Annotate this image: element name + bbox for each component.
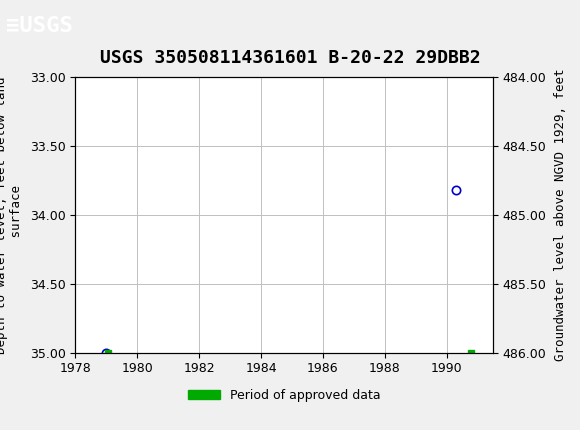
Text: ≡USGS: ≡USGS [6, 16, 72, 36]
Legend: Period of approved data: Period of approved data [183, 384, 385, 407]
Y-axis label: Groundwater level above NGVD 1929, feet: Groundwater level above NGVD 1929, feet [553, 69, 567, 361]
Y-axis label: Depth to water level, feet below land
 surface: Depth to water level, feet below land su… [0, 76, 23, 354]
Text: USGS 350508114361601 B-20-22 29DBB2: USGS 350508114361601 B-20-22 29DBB2 [100, 49, 480, 67]
